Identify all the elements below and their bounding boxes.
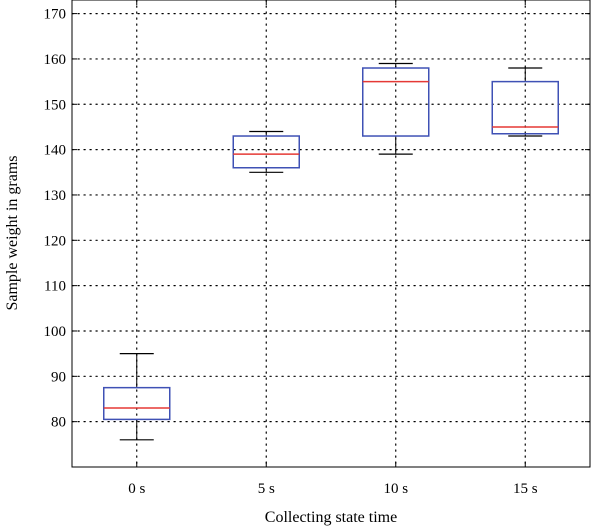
x-tick-label: 5 s bbox=[258, 481, 275, 497]
y-tick-label: 90 bbox=[51, 369, 66, 385]
x-axis-title: Collecting state time bbox=[265, 509, 397, 526]
y-axis-title: Sample weight in grams bbox=[4, 155, 21, 310]
y-tick-label: 160 bbox=[44, 52, 67, 68]
y-tick-label: 130 bbox=[44, 188, 67, 204]
x-tick-label: 0 s bbox=[128, 481, 145, 497]
y-axis-ticks: 80 90 100 110 120 130 140 150 160 170 bbox=[44, 7, 590, 431]
y-tick-label: 150 bbox=[44, 97, 67, 113]
iqr-box bbox=[491, 80, 559, 135]
y-tick-label: 120 bbox=[44, 233, 67, 249]
box-15s bbox=[491, 67, 559, 137]
x-tick-label: 10 s bbox=[383, 481, 408, 497]
y-tick-label: 170 bbox=[44, 7, 67, 23]
y-tick-label: 100 bbox=[44, 324, 67, 340]
grid-lines bbox=[71, 0, 591, 468]
iqr-box bbox=[232, 135, 300, 169]
plot-area bbox=[71, 0, 591, 468]
box-0s bbox=[103, 353, 171, 441]
y-tick-label: 140 bbox=[44, 143, 67, 159]
x-tick-label: 15 s bbox=[513, 481, 538, 497]
y-tick-label: 80 bbox=[51, 415, 66, 431]
box-series bbox=[103, 62, 559, 441]
box-10s bbox=[362, 62, 430, 155]
iqr-box bbox=[362, 67, 430, 137]
y-tick-label: 110 bbox=[44, 279, 66, 295]
x-axis-ticks: 0 s 5 s 10 s 15 s bbox=[128, 0, 538, 497]
iqr-box bbox=[103, 386, 171, 421]
box-5s bbox=[232, 130, 300, 173]
